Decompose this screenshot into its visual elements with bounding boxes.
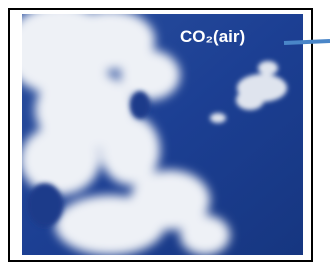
arrow-line: [284, 41, 330, 43]
co2-label: CO₂(air): [180, 27, 245, 46]
sky-photo: [5, 5, 303, 255]
figure: CO₂(air): [0, 0, 330, 269]
